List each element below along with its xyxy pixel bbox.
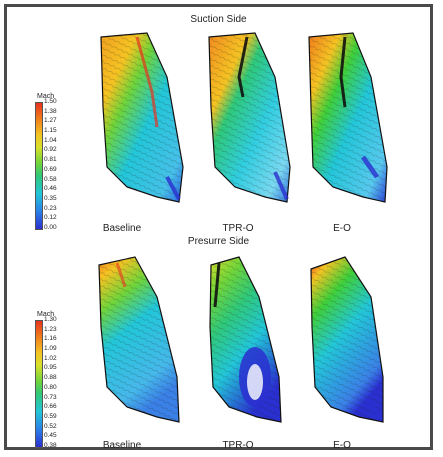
blade-contour-plots (98, 32, 388, 423)
bottom-blade-label-tpr-o: TPR-O (222, 440, 254, 451)
top-legend-tick: 1.04 (44, 136, 57, 144)
bottom-legend-tick: 0.59 (44, 412, 57, 420)
bottom-legend-tick: 1.02 (44, 354, 57, 362)
top-legend-tick: 0.81 (44, 156, 57, 164)
pressure-e-o-blade (310, 256, 384, 423)
top-legend-tick: 1.38 (44, 107, 57, 115)
bottom-legend-tick: 1.23 (44, 325, 57, 333)
bottom-legend-tick: 0.38 (44, 442, 57, 449)
top-legend-tick: 0.12 (44, 214, 57, 222)
top-blade-label-e-o: E-O (333, 223, 351, 234)
pressure-baseline-blade (98, 256, 180, 423)
suction-e-o-blade (308, 32, 388, 203)
top-legend-tick: 0.58 (44, 175, 57, 183)
top-legend-tick: 1.50 (44, 98, 57, 105)
top-legend-tick: 1.15 (44, 127, 57, 135)
top-blade-label-baseline: Baseline (102, 223, 142, 234)
bottom-legend-tick: 0.52 (44, 422, 57, 430)
bottom-legend-tick: 0.95 (44, 364, 57, 372)
top-legend-title: Mach (37, 93, 55, 100)
bottom-blade-label-baseline: Baseline (102, 440, 142, 451)
pressure-tpr-o-blade (209, 256, 282, 423)
suction-baseline-blade (100, 32, 184, 203)
bottom-legend-title: Mach (37, 311, 55, 318)
bottom-legend-tick: 0.45 (44, 432, 57, 440)
bottom-legend-tick: 1.16 (44, 335, 57, 343)
bottom-legend-tick: 1.30 (44, 316, 57, 323)
bottom-legend-tick: 0.88 (44, 374, 57, 382)
top-legend-colorbar (35, 102, 43, 230)
top-legend-tick: 0.46 (44, 185, 57, 193)
bottom-legend-tick: 0.73 (44, 393, 57, 401)
bottom-legend-colorbar (35, 320, 43, 448)
top-legend-tick: 0.35 (44, 194, 57, 202)
top-legend-tick: 0.69 (44, 165, 57, 173)
top-blade-label-tpr-o: TPR-O (222, 223, 254, 234)
top-legend-tick: 0.00 (44, 224, 57, 231)
top-legend-tick: 1.27 (44, 117, 57, 125)
suction-side-title: Suction Side (190, 14, 247, 25)
figure-frame: Suction Side Mach 1.50 1.38 1.27 1.15 1.04 0.… (4, 4, 433, 451)
bottom-legend-tick: 0.80 (44, 383, 57, 391)
pressure-side-title: Presurre Side (187, 236, 250, 247)
bottom-blade-label-e-o: E-O (333, 440, 351, 451)
top-legend-tick: 0.92 (44, 146, 57, 154)
suction-tpr-o-blade (208, 32, 291, 203)
top-legend-tick: 0.23 (44, 204, 57, 212)
bottom-legend-tick: 0.66 (44, 403, 57, 411)
bottom-legend-tick: 1.09 (44, 345, 57, 353)
